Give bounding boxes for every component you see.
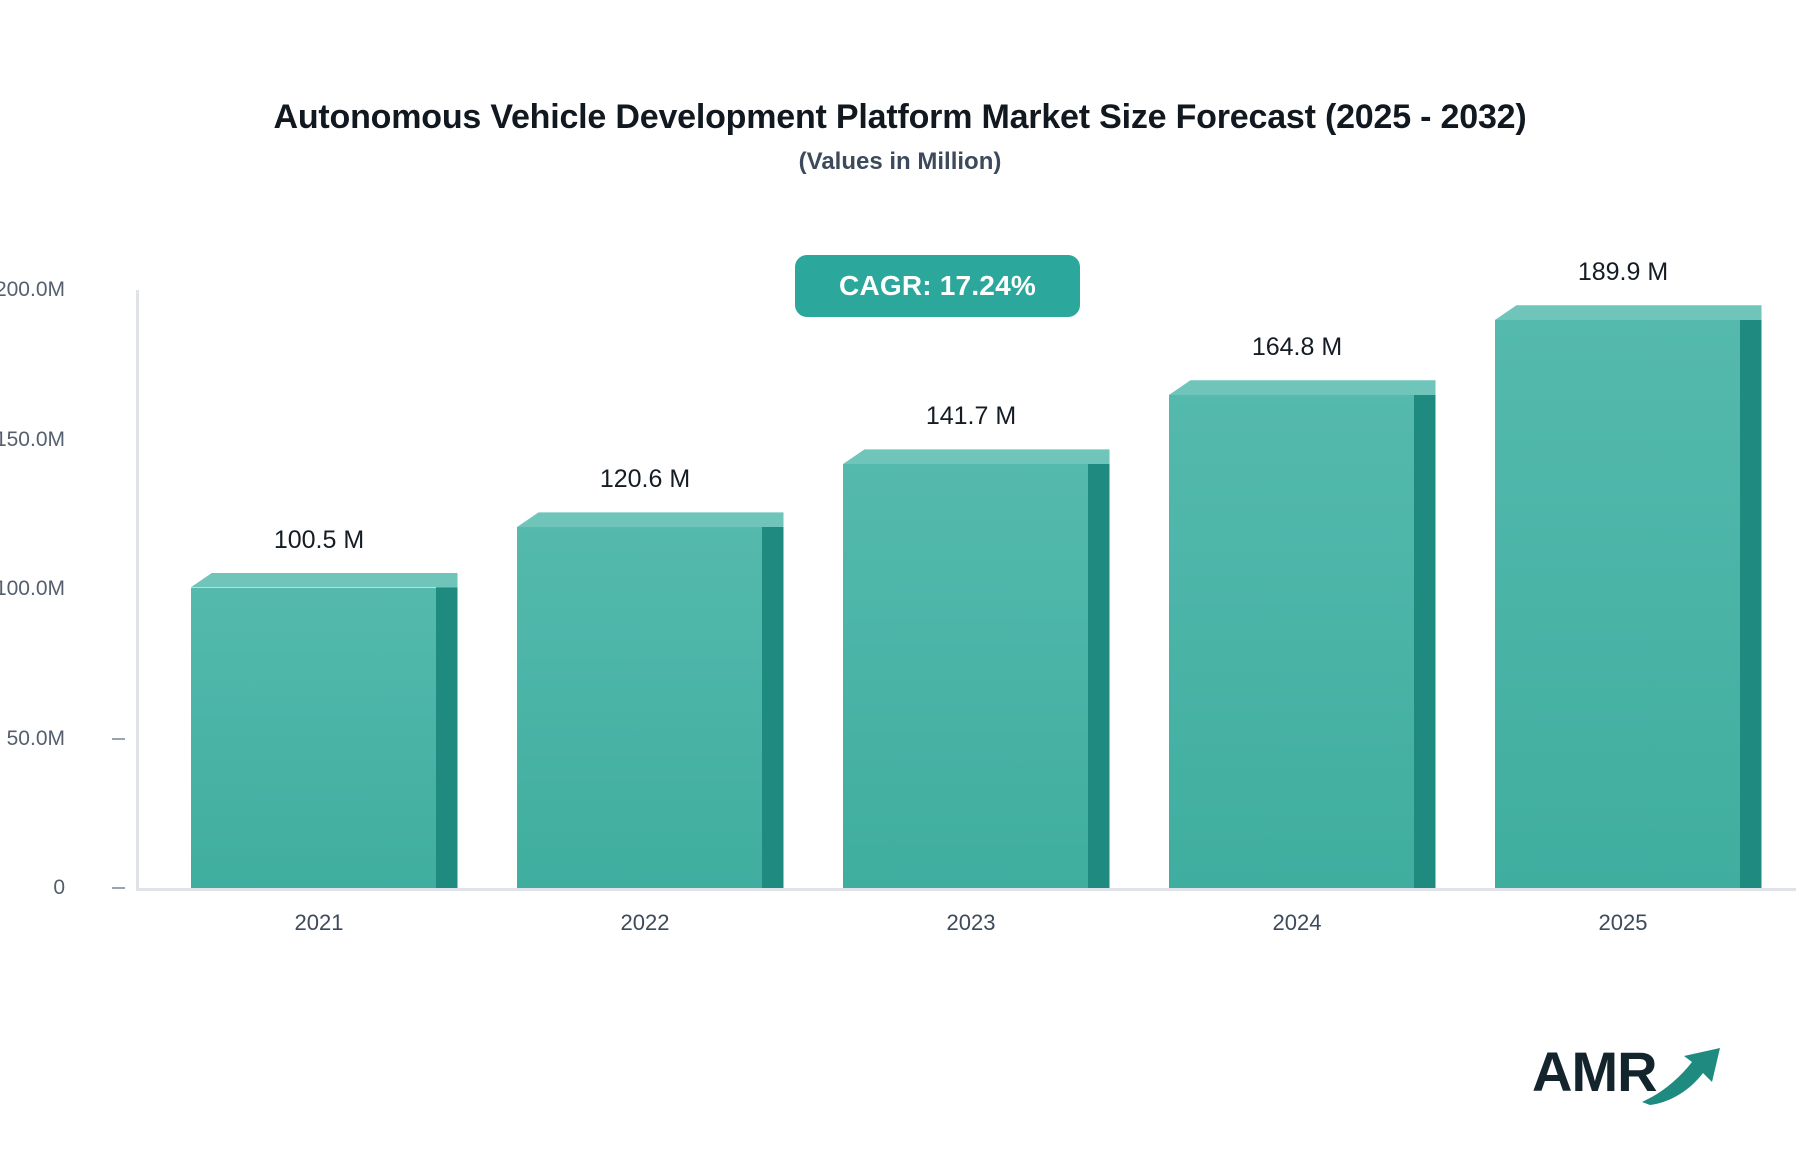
up-trend-arrow-icon: [1642, 1048, 1720, 1105]
cagr-badge: CAGR: 17.24%: [795, 255, 1080, 317]
amr-logo: AMR: [1532, 1042, 1722, 1122]
x-axis-tick-label: 2022: [620, 910, 670, 935]
bar-value-label: 141.7 M: [925, 402, 1017, 431]
amr-logo-text: AMR: [1532, 1040, 1658, 1103]
y-axis-tick-label: 200.0M: [0, 278, 65, 301]
chart-subtitle: (Values in Million): [798, 148, 1002, 175]
bar-value-label: 164.8 M: [1251, 333, 1343, 362]
bar-top-face: [516, 512, 784, 528]
bar-top-face: [190, 572, 458, 588]
x-axis-tick-label: 2023: [946, 910, 996, 935]
y-axis-tick-label: 0: [53, 876, 65, 899]
y-axis-line: [136, 290, 139, 890]
y-axis-tick-mark: [112, 737, 125, 740]
bar-side-face: [435, 573, 458, 888]
bar-front-face: [516, 527, 762, 888]
bar-2022: [516, 512, 784, 888]
y-axis-tick-label: 150.0M: [0, 427, 65, 451]
y-axis-tick-label: 100.0M: [0, 577, 65, 600]
bar-top-face: [1168, 380, 1436, 396]
x-axis-tick-label: 2025: [1598, 910, 1648, 935]
x-axis-tick-label: 2021: [294, 910, 344, 935]
bar-2023: [842, 449, 1110, 888]
x-axis-tick-label: 2024: [1272, 910, 1322, 935]
bar-side-face: [1087, 450, 1110, 888]
y-axis-tick-label: 50.0M: [6, 726, 65, 750]
bar-side-face: [1413, 381, 1436, 888]
cagr-badge-label: CAGR: 17.24%: [839, 270, 1036, 301]
bar-front-face: [1494, 320, 1740, 888]
chart-title: Autonomous Vehicle Development Platform …: [273, 98, 1527, 136]
bar-front-face: [842, 464, 1088, 888]
x-axis-baseline: [136, 888, 1796, 891]
bar-2024: [1168, 380, 1436, 888]
bar-2025: [1494, 305, 1762, 888]
bar-value-label: 189.9 M: [1577, 258, 1669, 287]
bar-top-face: [1494, 305, 1762, 321]
bar-value-label: 100.5 M: [273, 525, 365, 554]
bar-top-face: [842, 449, 1110, 465]
y-axis-tick-mark: [112, 887, 125, 889]
bar-2021: [190, 572, 458, 888]
bar-side-face: [761, 513, 784, 888]
bar-value-label: 120.6 M: [599, 465, 691, 494]
bar-front-face: [190, 587, 436, 888]
bar-front-face: [1168, 395, 1414, 888]
bar-side-face: [1739, 306, 1762, 888]
